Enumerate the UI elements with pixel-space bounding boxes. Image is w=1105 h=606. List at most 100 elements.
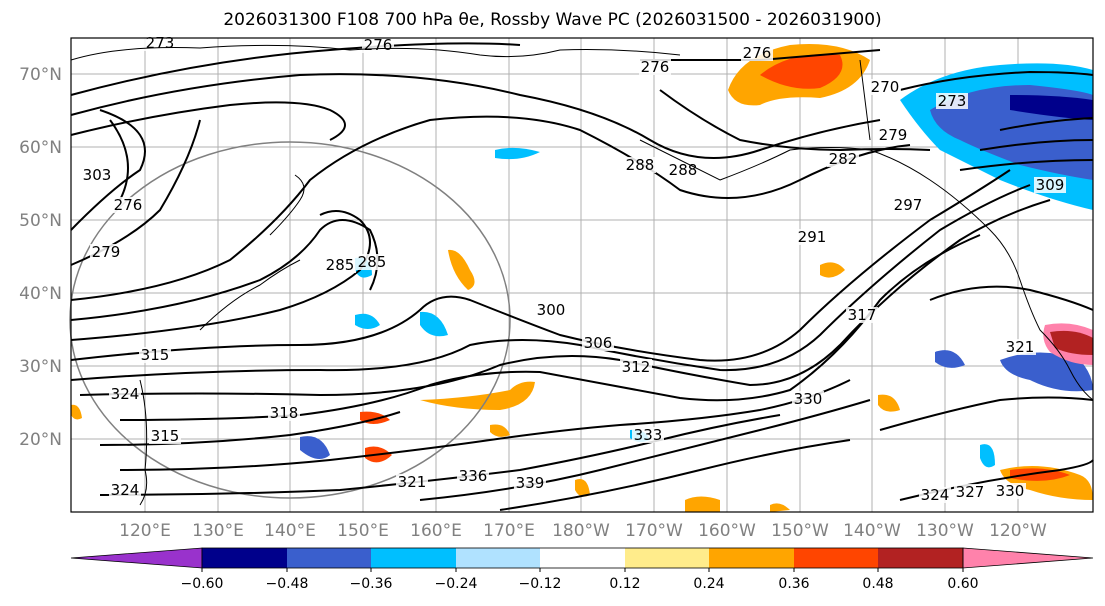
longitude-label: 130°E (192, 521, 244, 541)
longitude-label: 140°W (843, 521, 901, 541)
contour-label: 285 (358, 253, 387, 271)
contour-label: 279 (92, 243, 121, 261)
contour-label: 288 (626, 156, 655, 174)
contour-label: 303 (83, 166, 112, 184)
colorbar-tick-label: −0.36 (350, 576, 393, 592)
contour-label: 282 (829, 150, 858, 168)
longitude-label: 150°E (337, 521, 389, 541)
positive-anomaly (770, 503, 790, 512)
colorbar-bin (456, 548, 540, 568)
longitude-label: 130°W (916, 521, 974, 541)
colorbar-extend-min (70, 547, 203, 569)
theta-e-contours (70, 42, 1094, 511)
positive-anomaly (71, 404, 82, 420)
positive-anomaly (575, 479, 590, 497)
negative-anomaly (300, 436, 330, 459)
longitude-label: 150°W (771, 521, 829, 541)
latitude-label: 30°N (19, 357, 62, 377)
colorbar-bin (878, 548, 963, 568)
positive-anomaly (820, 262, 845, 278)
latitude-label: 20°N (19, 430, 62, 450)
colorbar-bin (202, 548, 287, 568)
contour-label: 285 (326, 256, 355, 274)
contour-label: 279 (879, 126, 908, 144)
contour-label: 288 (669, 161, 698, 179)
contour-label: 317 (848, 306, 877, 324)
contour-label: 273 (146, 34, 175, 52)
longitude-label: 170°E (483, 521, 535, 541)
positive-anomaly (685, 496, 720, 512)
contour-label: 324 (111, 385, 140, 403)
positive-anomaly (878, 394, 900, 412)
longitude-label: 180°W (552, 521, 610, 541)
contour-label: 315 (141, 346, 170, 364)
contour-label: 330 (794, 390, 823, 408)
colorbar-bin (371, 548, 456, 568)
colorbar: −0.60 −0.48 −0.36 −0.24 −0.12 0.12 0.24 0.36 0.4… (70, 547, 1094, 592)
contour-label: 339 (516, 474, 545, 492)
contour-label: 273 (938, 92, 967, 110)
colorbar-tick-label: 0.48 (862, 576, 893, 592)
contour-label: 324 (921, 486, 950, 504)
contour-label: 276 (641, 58, 670, 76)
colorbar-bin (540, 548, 625, 568)
negative-anomaly (935, 350, 965, 368)
contour-label: 291 (798, 228, 827, 246)
contour-label: 276 (743, 44, 772, 62)
negative-anomaly (420, 311, 448, 337)
longitude-label: 140°E (264, 521, 316, 541)
contour-label: 327 (956, 483, 985, 501)
colorbar-bin (709, 548, 794, 568)
contour-label: 312 (622, 358, 651, 376)
colorbar-tick-label: −0.60 (181, 576, 224, 592)
contour-label: 306 (584, 334, 613, 352)
latitude-label: 50°N (19, 211, 62, 231)
colorbar-tick-label: −0.24 (435, 576, 478, 592)
contour-label: 330 (996, 482, 1025, 500)
latitude-label: 40°N (19, 284, 62, 304)
positive-anomaly (1050, 330, 1093, 355)
latitude-label: 70°N (19, 65, 62, 85)
longitude-label: 160°E (410, 521, 462, 541)
contour-label: 315 (151, 427, 180, 445)
colorbar-tick-label: 0.24 (693, 576, 724, 592)
longitude-label: 120°E (119, 521, 171, 541)
positive-anomaly (420, 381, 535, 410)
positive-anomaly (448, 249, 475, 290)
colorbar-bin (625, 548, 709, 568)
latitude-label: 60°N (19, 138, 62, 158)
negative-anomaly (1010, 95, 1093, 120)
colorbar-tick-label: −0.12 (519, 576, 562, 592)
contour-label: 321 (1006, 338, 1035, 356)
map-frame (70, 37, 1094, 513)
contour-label: 297 (894, 196, 923, 214)
contour-label: 318 (270, 404, 299, 422)
negative-anomaly (495, 147, 540, 160)
colorbar-tick-label: 0.36 (778, 576, 809, 592)
contour-label: 309 (1036, 176, 1065, 194)
contour-label: 300 (537, 301, 566, 319)
contour-label: 336 (459, 467, 488, 485)
contour-label: 270 (871, 78, 900, 96)
positive-anomaly (490, 424, 510, 437)
coastlines (70, 44, 1094, 506)
colorbar-bin (794, 548, 878, 568)
contour-label: 276 (114, 196, 143, 214)
longitude-labels: 120°E 130°E 140°E 150°E 160°E 170°E 180°W 170°W… (119, 521, 1047, 541)
negative-anomaly (355, 313, 380, 329)
contour-label: 276 (364, 36, 393, 54)
longitude-label: 170°W (625, 521, 683, 541)
positive-anomaly (760, 54, 843, 89)
longitude-label: 120°W (989, 521, 1047, 541)
contour-label: 321 (398, 473, 427, 491)
colorbar-tick-label: 0.60 (947, 576, 978, 592)
colorbar-tick-label: 0.12 (609, 576, 640, 592)
contour-label: 333 (634, 426, 663, 444)
contour-label: 324 (111, 481, 140, 499)
colorbar-extend-max (962, 547, 1094, 569)
negative-anomaly (1000, 352, 1093, 392)
map-title: 2026031300 F108 700 hPa θe, Rossby Wave … (223, 10, 882, 30)
